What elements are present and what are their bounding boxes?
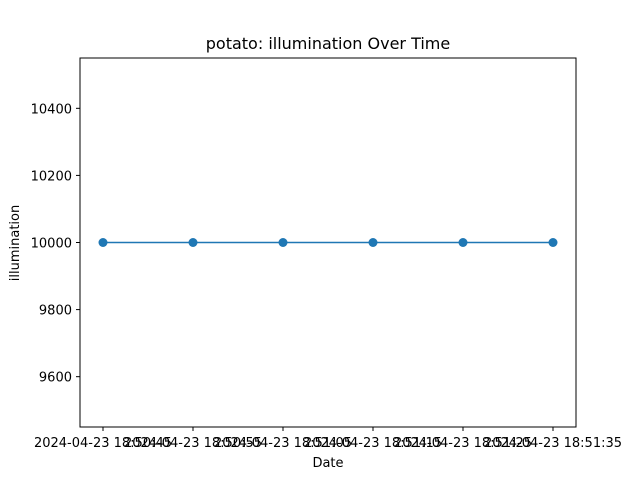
y-tick-label: 9600	[39, 371, 72, 386]
y-tick-label: 10400	[31, 102, 72, 117]
data-point	[278, 238, 288, 247]
y-axis-label: illumination	[8, 205, 23, 281]
x-tick-label: 2024-04-23 18:51:35	[484, 436, 622, 451]
x-tick-label: 2024-04-23 18:51:15	[304, 436, 442, 451]
data-point	[188, 238, 198, 247]
x-tick-label: 2024-04-23 18:51:05	[214, 436, 352, 451]
x-tick-label: 2024-04-23 18:50:45	[34, 436, 172, 451]
data-point	[548, 238, 558, 247]
x-tick-label: 2024-04-23 18:50:55	[124, 436, 262, 451]
data-point	[368, 238, 378, 247]
plot-area: 9600 9800 10000 10200 10400 2024-04-23 18:50:…	[31, 102, 622, 451]
y-tick-label: 9800	[39, 304, 72, 319]
x-tick-label: 2024-04-23 18:51:25	[394, 436, 532, 451]
y-tick-label: 10000	[31, 237, 72, 252]
y-tick-label: 10200	[31, 169, 72, 184]
axes-frame	[79, 57, 577, 428]
data-point	[98, 238, 108, 247]
chart-title: potato: illumination Over Time	[206, 34, 450, 53]
data-point	[458, 238, 468, 247]
x-axis-label: Date	[312, 456, 343, 471]
